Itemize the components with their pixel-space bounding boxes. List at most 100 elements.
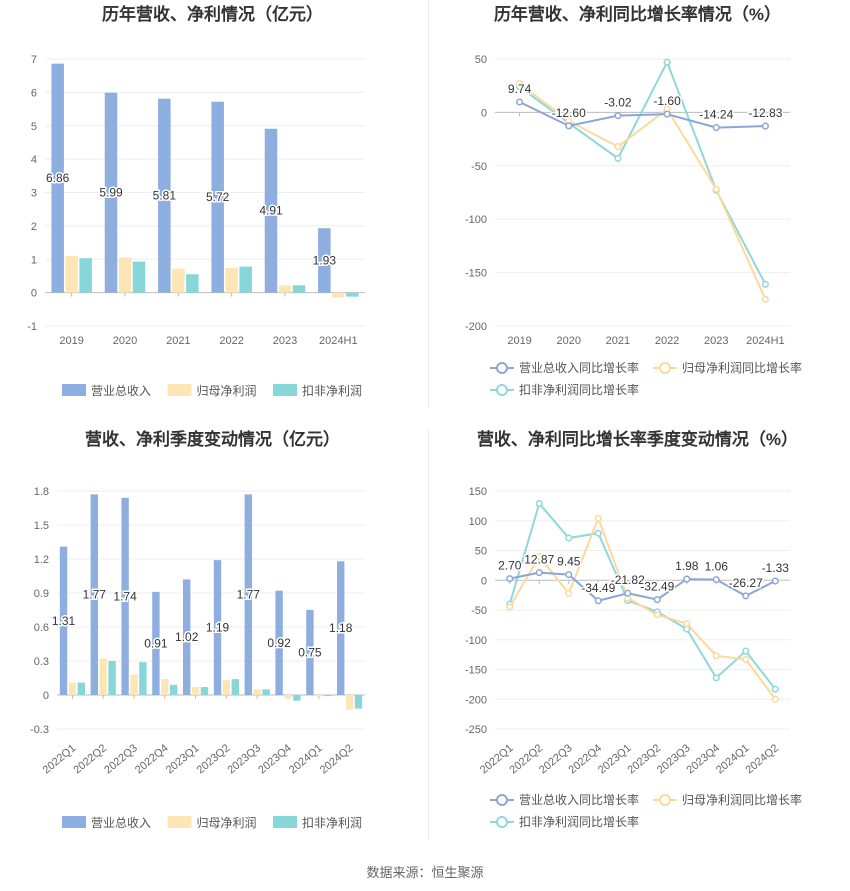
bar [211, 101, 224, 293]
legend-marker [496, 384, 508, 396]
bar [213, 560, 222, 695]
data-label: 1.93 [313, 253, 337, 267]
legend-marker [659, 362, 671, 374]
data-point [506, 603, 514, 611]
chart-svg: 营收、净利同比增长率季度变动情况（%） 150 100 50 0 -50 -100 -150 -… [465, 429, 802, 829]
bar [59, 546, 68, 695]
x-tick-label: 2023 [273, 335, 297, 347]
series-line [518, 59, 767, 285]
data-point [683, 575, 691, 583]
bar [183, 579, 191, 695]
y-tick-label: 150 [469, 486, 487, 498]
y-tick-label: -0.3 [30, 724, 49, 736]
y-tick-label: 0 [43, 690, 49, 702]
legend-label: 营业总收入同比增长率 [519, 792, 639, 807]
data-point [761, 280, 769, 288]
data-label: -34.49 [581, 581, 615, 595]
x-tick-label: 2023Q4 [256, 742, 294, 776]
data-point [535, 499, 543, 508]
legend-label: 扣非净利润 [302, 384, 362, 398]
y-tick-label: 50 [475, 546, 487, 558]
chart-title: 营收、净利同比增长率季度变动情况（%） [477, 429, 798, 449]
data-label: 1.18 [329, 621, 353, 635]
data-label: 0.92 [267, 636, 291, 650]
vertical-divider [428, 0, 429, 408]
chart-svg: 营收、净利季度变动情况（亿元） 1.8 1.5 1.2 0.9 0.6 0.3 0 -0.3 20… [30, 429, 365, 830]
y-tick-label: 1.2 [34, 554, 49, 566]
y-tick-label: 0.9 [34, 588, 49, 600]
y-tick-label: -100 [465, 635, 487, 647]
legend-label: 扣非净利润 [302, 816, 362, 830]
data-label: -1.60 [653, 94, 681, 108]
legend-swatch [62, 816, 86, 828]
bar [323, 695, 332, 697]
bar [354, 695, 363, 709]
bar [108, 661, 116, 695]
data-point [683, 620, 691, 628]
x-tick-label: 2019 [59, 335, 83, 347]
y-tick-label: 1 [31, 254, 37, 266]
x-tick-label: 2024Q2 [743, 742, 781, 776]
data-point [506, 575, 514, 583]
data-label: -12.60 [552, 106, 586, 120]
bar [244, 494, 253, 695]
x-tick-label: 2020 [113, 335, 137, 347]
legend-label: 归母净利润同比增长率 [682, 792, 802, 807]
legend-label: 营业总收入 [91, 816, 151, 830]
data-point [614, 112, 622, 120]
legend-swatch [62, 384, 86, 396]
data-label: 2.70 [498, 559, 522, 573]
x-tick-label: 2022Q4 [133, 742, 171, 776]
data-point [712, 185, 720, 193]
chart-title: 营收、净利季度变动情况（亿元） [85, 429, 340, 449]
bar [293, 695, 301, 701]
bar [121, 497, 129, 695]
bar [239, 266, 252, 293]
bar [186, 274, 199, 293]
y-tick-label: 3 [31, 188, 37, 200]
bar [306, 610, 314, 695]
data-point [614, 154, 622, 162]
bar [79, 258, 92, 293]
data-label: 1.02 [175, 630, 199, 644]
y-tick-label: -100 [465, 214, 487, 226]
legend-marker [659, 794, 671, 806]
data-point [614, 143, 622, 151]
y-tick-label: 1.5 [34, 520, 49, 532]
vertical-divider [428, 430, 429, 840]
data-point [712, 674, 720, 682]
series-line [508, 515, 777, 700]
data-point [565, 534, 573, 542]
y-tick-label: 5 [31, 121, 37, 133]
data-label: -12.83 [748, 106, 782, 120]
bar [284, 695, 292, 699]
series-line [519, 101, 766, 129]
bar [158, 98, 171, 293]
bar [231, 679, 239, 695]
data-point [535, 552, 543, 560]
bar [292, 285, 306, 293]
quarterly-values-chart: 营收、净利季度变动情况（亿元） 1.8 1.5 1.2 0.9 0.6 0.3 0 -0.3 20… [0, 425, 425, 845]
data-point [565, 122, 573, 130]
x-tick-label: 2022Q3 [102, 742, 140, 776]
bar [77, 682, 85, 695]
x-tick-label: 2024Q2 [318, 742, 356, 776]
bar [191, 687, 200, 695]
data-point [761, 122, 769, 130]
data-point [771, 577, 779, 585]
legend-label: 扣非净利润同比增长率 [519, 382, 639, 397]
legend-swatch [167, 816, 192, 828]
data-point [663, 58, 671, 66]
bar [65, 255, 78, 293]
annual-values-chart: 历年营收、净利情况（亿元） 7 6 5 4 3 2 1 0 -1 2019 2020 2021 2022 2… [0, 0, 425, 410]
data-point [742, 647, 750, 655]
data-label: 1.77 [237, 588, 261, 602]
x-tick-label: 2024H1 [319, 335, 358, 347]
y-tick-label: 50 [475, 54, 487, 66]
legend-label: 归母净利润 [197, 816, 257, 830]
x-tick-label: 2021 [606, 335, 630, 347]
x-tick-label: 2024H1 [746, 335, 785, 347]
bar [68, 682, 77, 695]
bar [264, 128, 278, 293]
data-label: 0.91 [144, 636, 168, 650]
